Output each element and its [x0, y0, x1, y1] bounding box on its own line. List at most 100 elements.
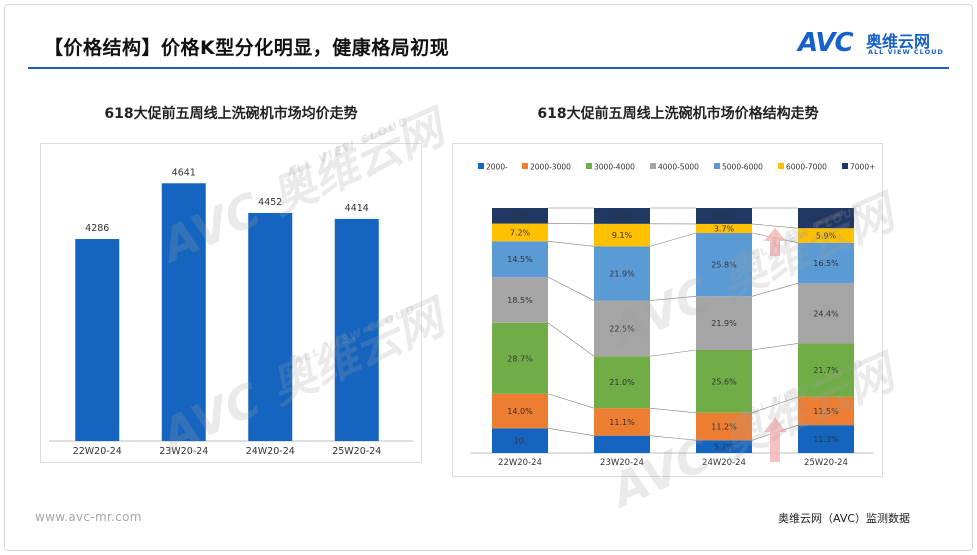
data-label: 21.9% [711, 319, 737, 328]
series-connector [649, 232, 697, 247]
legend-swatch [586, 163, 592, 169]
data-label: 21.0% [609, 378, 635, 387]
series-connector [751, 343, 799, 351]
data-label: 25.8% [711, 261, 737, 270]
data-label: 6.3% [510, 212, 531, 221]
data-label: 28.7% [507, 354, 533, 363]
x-tick-label: 25W20-24 [332, 446, 381, 457]
x-tick-label: 23W20-24 [600, 458, 644, 468]
right-chart-title: 618大促前五周线上洗碗机市场价格结构走势 [537, 106, 819, 122]
stack-segment [696, 223, 752, 234]
price-structure-chart: 2000- 2000-3000 3000-4000 4000-5000 5000-600… [452, 143, 883, 477]
stack-segment [798, 242, 854, 284]
legend-label: 6000-7000 [786, 163, 827, 172]
bar [161, 183, 206, 441]
data-label: 14.0% [507, 407, 533, 416]
data-label: 25.6% [711, 377, 737, 386]
series-connector [649, 407, 697, 414]
stack-segment [798, 283, 854, 344]
data-label: 5.2% [714, 443, 735, 452]
legend-swatch [842, 163, 848, 169]
up-arrow-icon [764, 417, 786, 462]
data-label: 11.2% [711, 423, 737, 432]
stack-segment [594, 246, 650, 301]
data-label: 3.7% [714, 224, 735, 233]
avc-logo: AVC 奥维云网 ALL VIEW CLOUD [798, 28, 958, 60]
stack-segment [696, 296, 752, 350]
bar [248, 212, 293, 441]
slide-title: 【价格结构】价格K型分化明显，健康格局初现 [44, 37, 450, 59]
series-connector [547, 322, 595, 357]
footer-url: www.avc-mr.com [35, 510, 142, 524]
legend-swatch [478, 163, 484, 169]
legend-swatch [778, 163, 784, 169]
footer-source: 奥维云网（AVC）监测数据 [778, 512, 911, 525]
stack-segment [594, 223, 650, 247]
data-label: 21.9% [609, 269, 635, 278]
stack-segment [798, 228, 854, 243]
stack-segment [594, 435, 650, 453]
stack-segment [594, 208, 650, 224]
stack-segment [798, 208, 854, 229]
data-label: 8.2% [816, 214, 837, 223]
stack-segment [492, 208, 548, 224]
stack-segment [594, 356, 650, 409]
legend-label: 4000-5000 [658, 163, 699, 172]
legend-label: 3000-4000 [594, 163, 635, 172]
up-arrow-icon [764, 228, 786, 256]
legend-label: 5000-6000 [722, 163, 763, 172]
stack-segment [798, 343, 854, 397]
data-label: 14.5% [507, 255, 533, 264]
stack-segment [492, 241, 548, 278]
series-connector [547, 276, 595, 301]
x-tick-label: 25W20-24 [804, 458, 848, 468]
data-label: 4414 [345, 203, 369, 214]
data-label: 6.5% [714, 212, 735, 221]
stack-segment [492, 277, 548, 323]
series-connector [649, 435, 697, 441]
x-tick-label: 24W20-24 [246, 446, 295, 457]
legend-label: 7000+ [850, 163, 875, 172]
x-tick-label: 24W20-24 [702, 458, 746, 468]
data-label: 16.5% [813, 259, 839, 268]
series-connector [547, 428, 595, 436]
series-connector [547, 393, 595, 409]
data-label: 9.1% [612, 231, 633, 240]
data-label: 5.9% [816, 231, 837, 240]
data-label: 22.5% [609, 324, 635, 333]
stack-segment [594, 300, 650, 357]
avg-price-chart: 4286 22W20-24 4641 23W20-24 4452 24W20-24 4414… [40, 143, 422, 463]
stack-segment [798, 425, 854, 453]
x-tick-label: 22W20-24 [498, 458, 542, 468]
series-connector [649, 295, 697, 301]
legend-swatch [650, 163, 656, 169]
stack-segment [696, 349, 752, 413]
stack-segment [696, 233, 752, 297]
stack-segment [696, 440, 752, 453]
stack-segment [594, 408, 650, 436]
data-label: 6.4% [612, 212, 633, 221]
title-rule [28, 67, 949, 69]
data-label: 21.7% [813, 366, 839, 375]
data-label: 4286 [85, 223, 109, 234]
legend-label: 2000-3000 [530, 163, 571, 172]
data-label: 18.5% [507, 296, 533, 305]
data-label: 24.4% [813, 309, 839, 318]
stack-segment [492, 428, 548, 453]
legend-swatch [714, 163, 720, 169]
stack-segment [492, 223, 548, 242]
data-label: 11.5% [813, 407, 839, 416]
data-label: 11.1% [609, 418, 635, 427]
data-label: 7.2% [510, 228, 531, 237]
x-tick-label: 22W20-24 [73, 446, 122, 457]
avg-price-chart-svg: 4286 22W20-24 4641 23W20-24 4452 24W20-24 4414… [49, 167, 413, 457]
price-structure-chart-svg: 2000- 2000-3000 3000-4000 4000-5000 5000-600… [471, 163, 875, 468]
stack-segment [696, 412, 752, 441]
series-connector [751, 223, 799, 229]
data-label: 11.3% [813, 435, 839, 444]
left-chart-title: 618大促前五周线上洗碗机市场均价走势 [104, 106, 358, 122]
legend-label: 2000- [486, 163, 508, 172]
series-connector [751, 396, 799, 414]
series-connector [751, 283, 799, 297]
series-connector [547, 241, 595, 247]
